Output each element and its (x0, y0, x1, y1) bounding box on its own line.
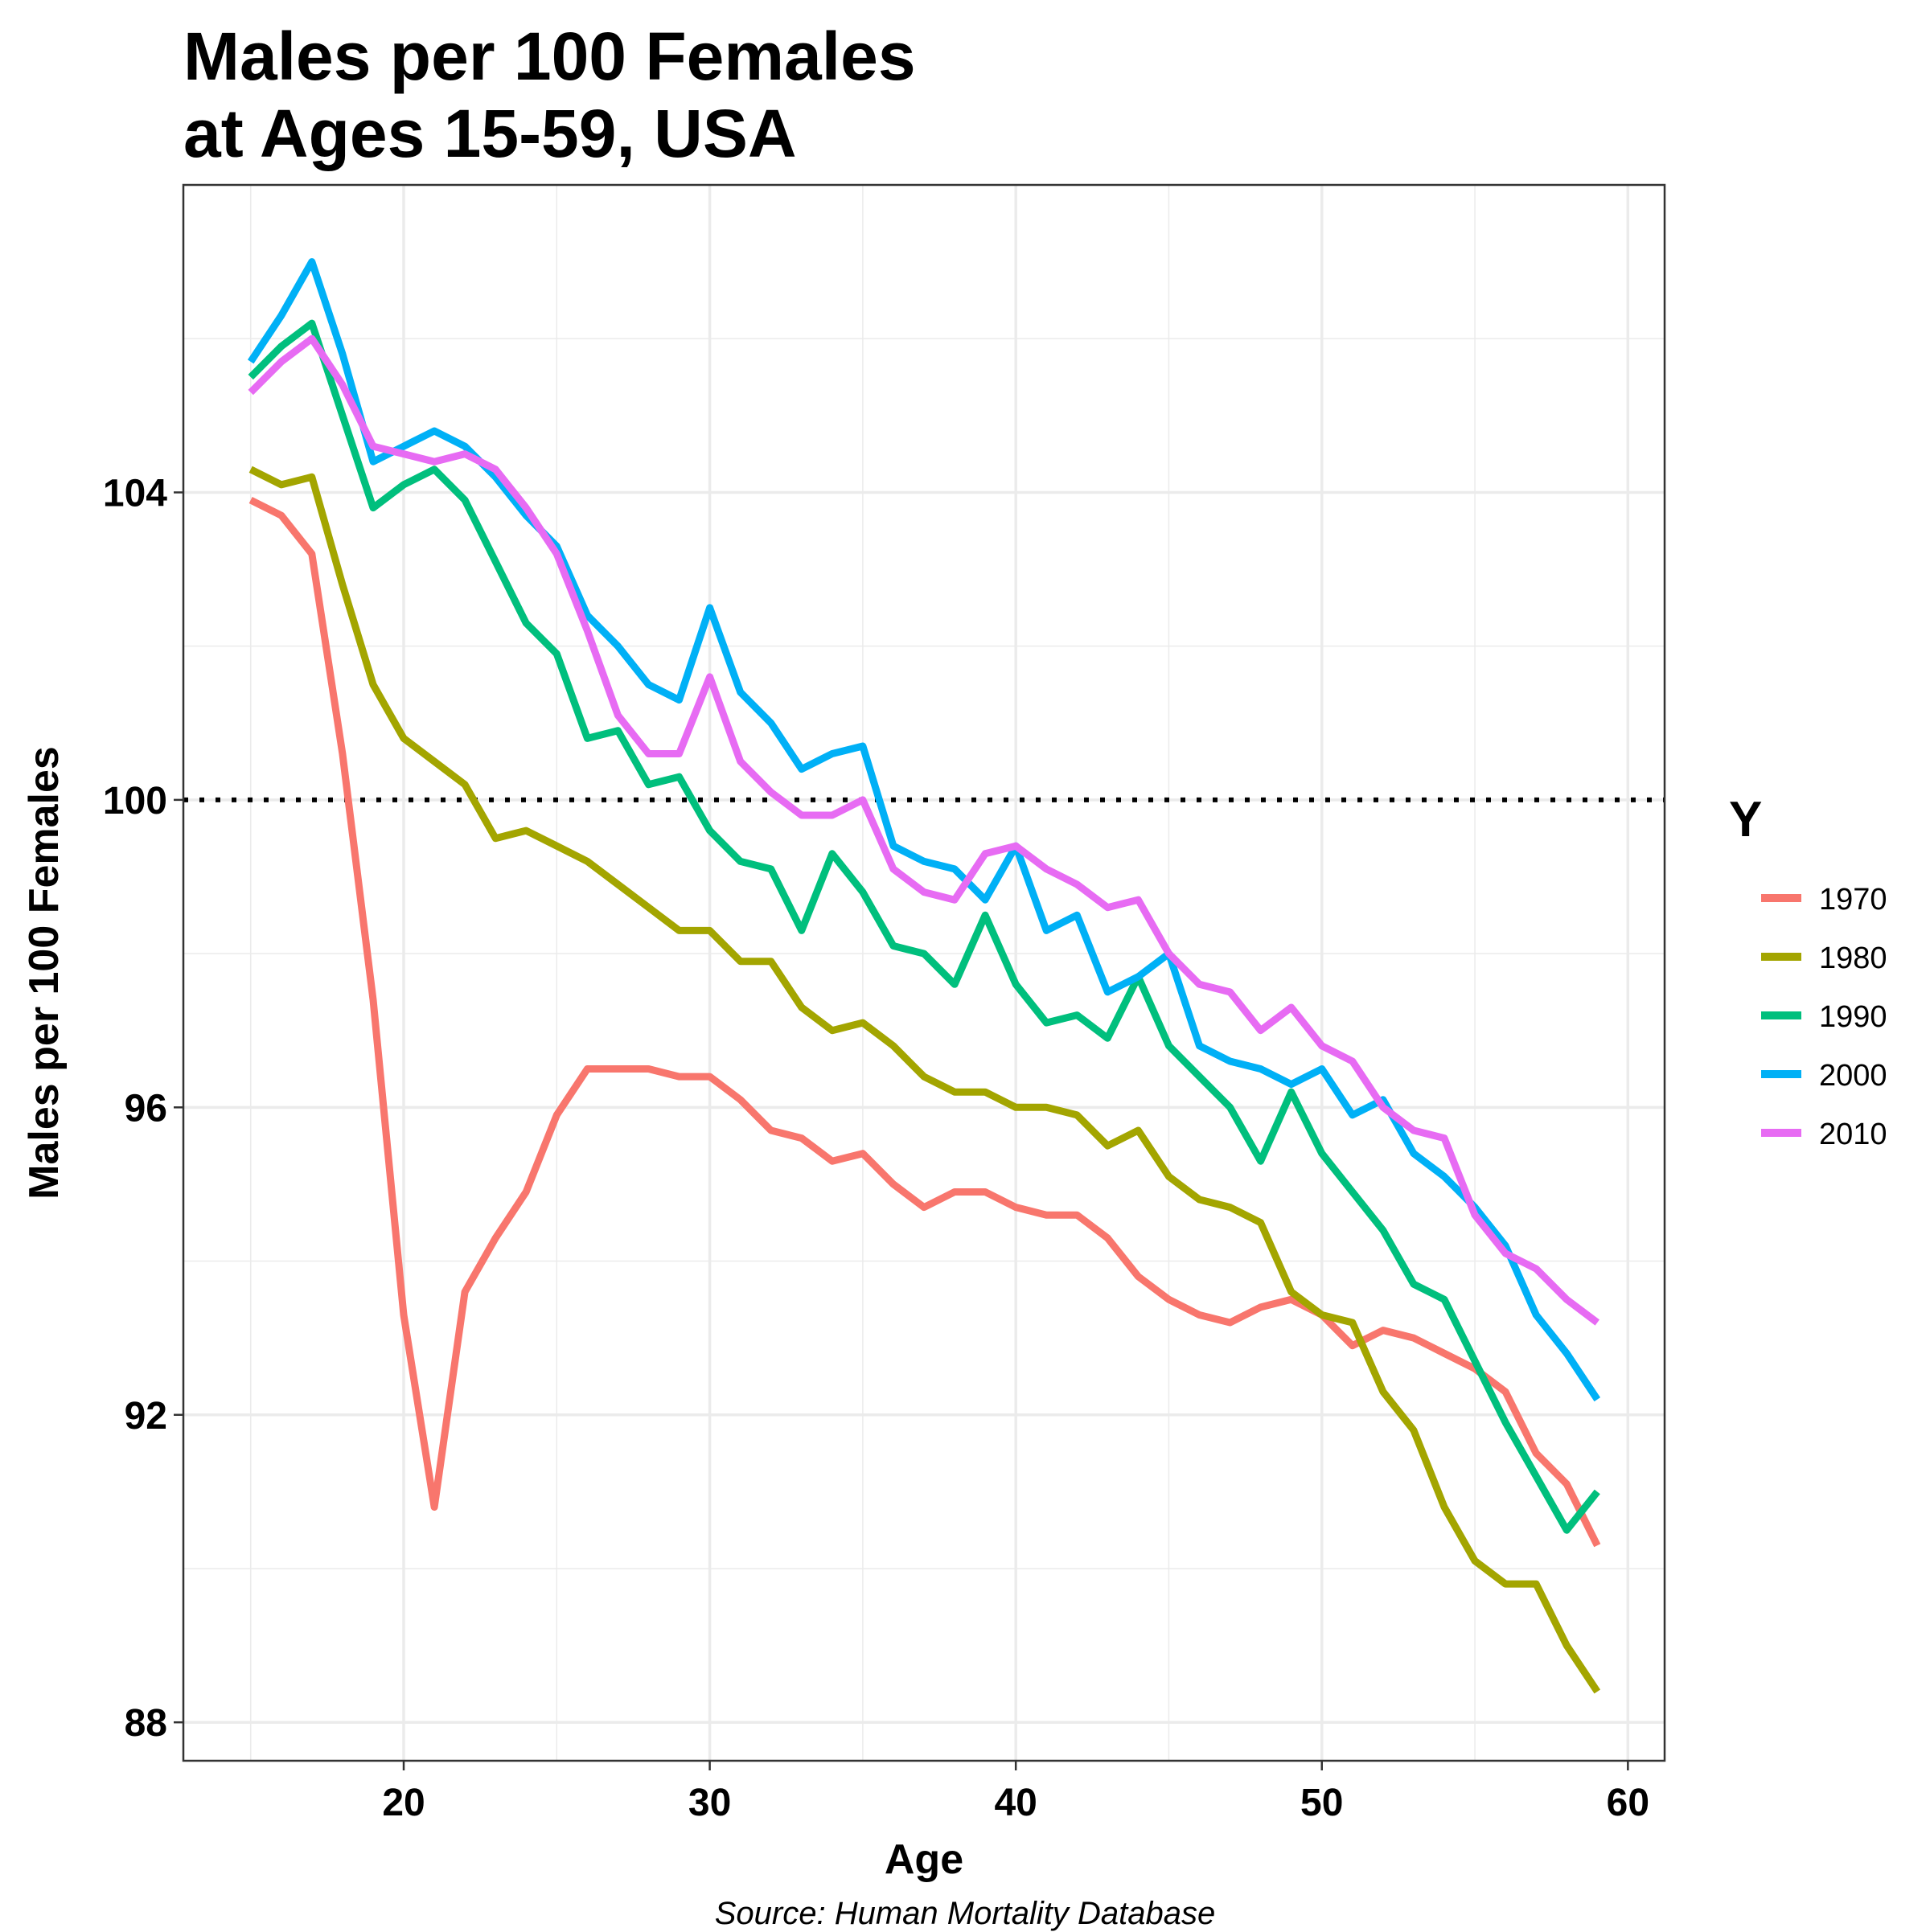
x-tick-label: 50 (1300, 1782, 1343, 1824)
series-lines (247, 258, 1601, 1694)
legend-label-1970: 1970 (1819, 883, 1887, 917)
legend-label-1980: 1980 (1819, 941, 1887, 975)
chart-subtitle: at Ages 15-59, USA (183, 96, 797, 171)
x-axis-title: Age (885, 1836, 963, 1883)
legend-label-2000: 2000 (1819, 1059, 1887, 1093)
y-tick-label: 100 (103, 780, 167, 822)
y-axis: 88 92 96 100 104 (103, 472, 183, 1745)
source-caption: Source: Human Mortality Database (714, 1896, 1216, 1931)
x-tick-label: 40 (994, 1782, 1037, 1824)
series-line-1970 (248, 496, 1601, 1548)
x-tick-label: 60 (1607, 1782, 1649, 1824)
series-line-1990 (248, 319, 1600, 1534)
y-tick-label: 92 (125, 1395, 167, 1438)
x-tick-label: 20 (382, 1782, 425, 1824)
panel-border (182, 183, 1666, 1762)
series-line-2000 (247, 258, 1601, 1402)
x-tick-label: 30 (688, 1782, 731, 1824)
legend-title: Y (1729, 792, 1762, 847)
chart-title: Males per 100 Females (183, 18, 916, 94)
y-tick-label: 104 (103, 472, 167, 515)
grid-minor (183, 185, 1665, 1761)
series-line-2010 (248, 334, 1600, 1326)
y-tick-label: 96 (125, 1087, 167, 1130)
legend-label-1990: 1990 (1819, 1000, 1887, 1034)
legend-label-2010: 2010 (1819, 1118, 1887, 1151)
grid-major (183, 185, 1665, 1761)
legend: Y 1970 1980 1990 2000 2010 (1729, 792, 1887, 1151)
series-line-1980 (248, 466, 1601, 1694)
y-axis-title: Males per 100 Females (21, 746, 68, 1200)
x-axis: 20 30 40 50 60 (382, 1761, 1649, 1824)
y-tick-label: 88 (125, 1702, 167, 1745)
